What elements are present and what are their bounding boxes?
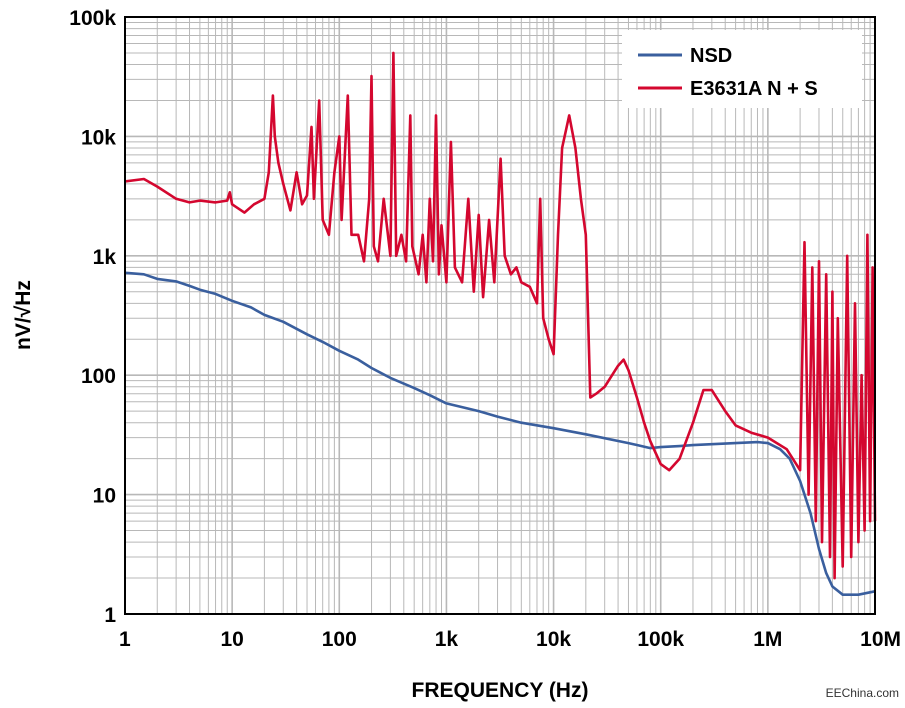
x-tick-label: 10k xyxy=(536,628,571,651)
legend-label-e3631a: E3631A N + S xyxy=(690,78,818,100)
x-tick-label: 1M xyxy=(753,628,782,651)
x-axis-title: FREQUENCY (Hz) xyxy=(412,679,589,702)
y-tick-labels: 1 10 100 1k 10k 100k xyxy=(69,7,116,627)
x-tick-label: 100k xyxy=(637,628,684,651)
series-layer xyxy=(124,51,877,597)
y-tick-label: 100 xyxy=(81,365,116,388)
legend-box xyxy=(622,30,862,108)
x-tick-label: 100 xyxy=(322,628,357,651)
y-axis-title: nV/√Hz xyxy=(12,280,35,350)
series-line-nsd xyxy=(124,271,876,597)
series-line-e3631a xyxy=(124,51,877,580)
y-tick-label: 10 xyxy=(93,485,116,508)
legend-label-nsd: NSD xyxy=(690,45,732,67)
y-tick-label: 100k xyxy=(69,7,116,30)
y-tick-label: 1 xyxy=(104,604,116,627)
x-tick-label: 10 xyxy=(220,628,243,651)
x-tick-label: 1 xyxy=(119,628,131,651)
x-tick-label: 10M xyxy=(860,628,901,651)
plot-frame xyxy=(124,16,876,615)
x-tick-labels: 1 10 100 1k 10k 100k 1M 10M xyxy=(119,628,901,651)
watermark: EEChina.com xyxy=(825,686,899,700)
y-tick-label: 1k xyxy=(93,246,117,269)
plot-background xyxy=(125,17,875,614)
x-tick-label: 1k xyxy=(435,628,459,651)
legend: NSD E3631A N + S xyxy=(622,30,862,108)
grid xyxy=(124,17,875,615)
y-tick-label: 10k xyxy=(81,126,116,149)
